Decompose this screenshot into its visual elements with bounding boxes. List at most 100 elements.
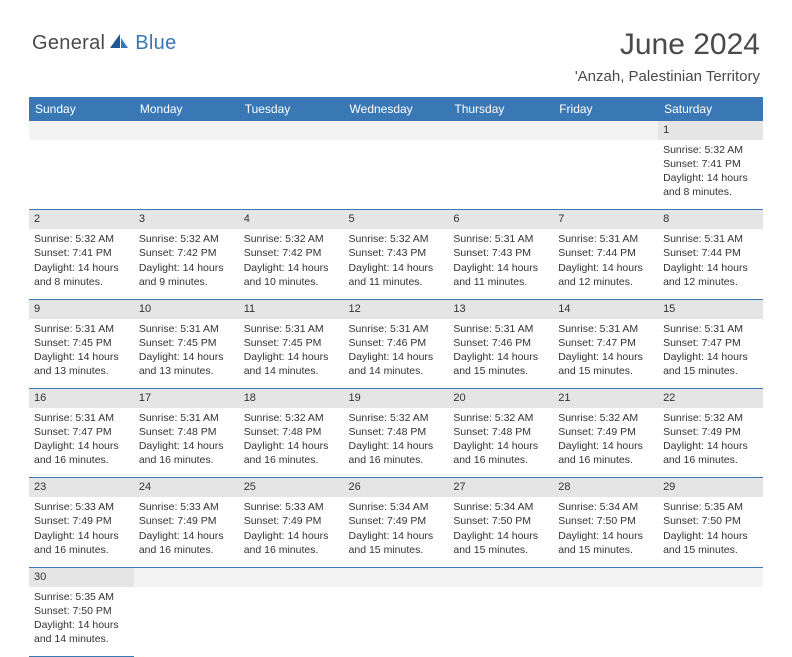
day-cell: Sunrise: 5:32 AMSunset: 7:48 PMDaylight:… — [344, 408, 449, 478]
day-number: 21 — [553, 389, 658, 408]
day-header: Saturday — [658, 97, 763, 121]
day-number: 26 — [344, 478, 449, 497]
sunrise-line: Sunrise: 5:32 AM — [663, 411, 758, 425]
day-cell: Sunrise: 5:35 AMSunset: 7:50 PMDaylight:… — [658, 497, 763, 567]
day-header: Monday — [134, 97, 239, 121]
day-header: Sunday — [29, 97, 134, 121]
daylight-line: Daylight: 14 hours and 8 minutes. — [663, 171, 758, 199]
day-cell-empty — [553, 587, 658, 657]
daylight-line: Daylight: 14 hours and 11 minutes. — [453, 261, 548, 289]
day-cell: Sunrise: 5:31 AMSunset: 7:47 PMDaylight:… — [553, 319, 658, 389]
daylight-line: Daylight: 14 hours and 16 minutes. — [349, 439, 444, 467]
sunrise-line: Sunrise: 5:31 AM — [558, 322, 653, 336]
day-cell: Sunrise: 5:31 AMSunset: 7:46 PMDaylight:… — [344, 319, 449, 389]
day-cell: Sunrise: 5:31 AMSunset: 7:44 PMDaylight:… — [658, 229, 763, 299]
sunrise-line: Sunrise: 5:32 AM — [139, 232, 234, 246]
day-cell-empty — [134, 587, 239, 657]
day-number-empty — [344, 567, 449, 586]
day-cell: Sunrise: 5:32 AMSunset: 7:48 PMDaylight:… — [239, 408, 344, 478]
sunrise-line: Sunrise: 5:35 AM — [34, 590, 129, 604]
day-number: 29 — [658, 478, 763, 497]
sunset-line: Sunset: 7:48 PM — [349, 425, 444, 439]
daylight-line: Daylight: 14 hours and 16 minutes. — [558, 439, 653, 467]
day-number-empty — [448, 567, 553, 586]
day-number-empty — [239, 567, 344, 586]
sunset-line: Sunset: 7:42 PM — [139, 246, 234, 260]
sunset-line: Sunset: 7:41 PM — [34, 246, 129, 260]
day-cell-empty — [448, 587, 553, 657]
sunrise-line: Sunrise: 5:34 AM — [349, 500, 444, 514]
daylight-line: Daylight: 14 hours and 16 minutes. — [34, 529, 129, 557]
day-number: 19 — [344, 389, 449, 408]
sunset-line: Sunset: 7:43 PM — [453, 246, 548, 260]
sunset-line: Sunset: 7:49 PM — [244, 514, 339, 528]
daylight-line: Daylight: 14 hours and 15 minutes. — [349, 529, 444, 557]
day-number: 12 — [344, 299, 449, 318]
sunset-line: Sunset: 7:50 PM — [663, 514, 758, 528]
day-cell: Sunrise: 5:34 AMSunset: 7:50 PMDaylight:… — [448, 497, 553, 567]
day-cell: Sunrise: 5:32 AMSunset: 7:43 PMDaylight:… — [344, 229, 449, 299]
daylight-line: Daylight: 14 hours and 14 minutes. — [244, 350, 339, 378]
sunrise-line: Sunrise: 5:31 AM — [453, 322, 548, 336]
day-cell: Sunrise: 5:31 AMSunset: 7:46 PMDaylight:… — [448, 319, 553, 389]
day-cell: Sunrise: 5:33 AMSunset: 7:49 PMDaylight:… — [239, 497, 344, 567]
day-cell: Sunrise: 5:32 AMSunset: 7:41 PMDaylight:… — [658, 140, 763, 210]
sunrise-line: Sunrise: 5:31 AM — [453, 232, 548, 246]
sunrise-line: Sunrise: 5:31 AM — [139, 411, 234, 425]
day-number: 10 — [134, 299, 239, 318]
sunset-line: Sunset: 7:42 PM — [244, 246, 339, 260]
sunset-line: Sunset: 7:44 PM — [558, 246, 653, 260]
day-cell: Sunrise: 5:32 AMSunset: 7:48 PMDaylight:… — [448, 408, 553, 478]
daynum-row: 1 — [29, 121, 763, 140]
day-cell: Sunrise: 5:32 AMSunset: 7:49 PMDaylight:… — [553, 408, 658, 478]
daylight-line: Daylight: 14 hours and 13 minutes. — [139, 350, 234, 378]
day-number: 25 — [239, 478, 344, 497]
sunset-line: Sunset: 7:49 PM — [558, 425, 653, 439]
logo-text-blue: Blue — [135, 32, 176, 55]
daynum-row: 23242526272829 — [29, 478, 763, 497]
sunset-line: Sunset: 7:41 PM — [663, 157, 758, 171]
daylight-line: Daylight: 14 hours and 16 minutes. — [244, 439, 339, 467]
day-header: Wednesday — [344, 97, 449, 121]
day-cell: Sunrise: 5:31 AMSunset: 7:45 PMDaylight:… — [239, 319, 344, 389]
day-cell: Sunrise: 5:33 AMSunset: 7:49 PMDaylight:… — [29, 497, 134, 567]
sunrise-line: Sunrise: 5:32 AM — [244, 411, 339, 425]
day-number: 7 — [553, 210, 658, 229]
daylight-line: Daylight: 14 hours and 15 minutes. — [558, 350, 653, 378]
day-cell: Sunrise: 5:31 AMSunset: 7:48 PMDaylight:… — [134, 408, 239, 478]
daylight-line: Daylight: 14 hours and 16 minutes. — [453, 439, 548, 467]
sunset-line: Sunset: 7:49 PM — [663, 425, 758, 439]
sunrise-line: Sunrise: 5:31 AM — [139, 322, 234, 336]
sunrise-line: Sunrise: 5:32 AM — [349, 411, 444, 425]
sunset-line: Sunset: 7:48 PM — [244, 425, 339, 439]
daylight-line: Daylight: 14 hours and 14 minutes. — [34, 618, 129, 646]
sunset-line: Sunset: 7:47 PM — [34, 425, 129, 439]
sunset-line: Sunset: 7:45 PM — [139, 336, 234, 350]
day-number-empty — [448, 121, 553, 140]
sunset-line: Sunset: 7:44 PM — [663, 246, 758, 260]
day-cell-empty — [344, 140, 449, 210]
day-cell-empty — [553, 140, 658, 210]
week-row: Sunrise: 5:31 AMSunset: 7:45 PMDaylight:… — [29, 319, 763, 389]
sunrise-line: Sunrise: 5:32 AM — [663, 143, 758, 157]
day-cell: Sunrise: 5:32 AMSunset: 7:49 PMDaylight:… — [658, 408, 763, 478]
day-number: 20 — [448, 389, 553, 408]
sunrise-line: Sunrise: 5:33 AM — [34, 500, 129, 514]
day-cell: Sunrise: 5:31 AMSunset: 7:43 PMDaylight:… — [448, 229, 553, 299]
sunrise-line: Sunrise: 5:31 AM — [663, 232, 758, 246]
sunset-line: Sunset: 7:48 PM — [453, 425, 548, 439]
day-number-empty — [553, 121, 658, 140]
day-number: 2 — [29, 210, 134, 229]
day-number-empty — [553, 567, 658, 586]
day-number: 3 — [134, 210, 239, 229]
daylight-line: Daylight: 14 hours and 16 minutes. — [663, 439, 758, 467]
week-row: Sunrise: 5:32 AM Sunset: 7:41 PM Daylight:… — [29, 229, 763, 299]
logo-sail-icon — [108, 32, 130, 55]
day-cell: Sunrise: 5:31 AMSunset: 7:44 PMDaylight:… — [553, 229, 658, 299]
sunset-line: Sunset: 7:49 PM — [139, 514, 234, 528]
sunrise-line: Sunrise: 5:32 AM — [349, 232, 444, 246]
day-number-empty — [344, 121, 449, 140]
day-cell: Sunrise: 5:31 AMSunset: 7:47 PMDaylight:… — [29, 408, 134, 478]
logo-text-general: General — [32, 32, 105, 55]
day-number-empty — [239, 121, 344, 140]
